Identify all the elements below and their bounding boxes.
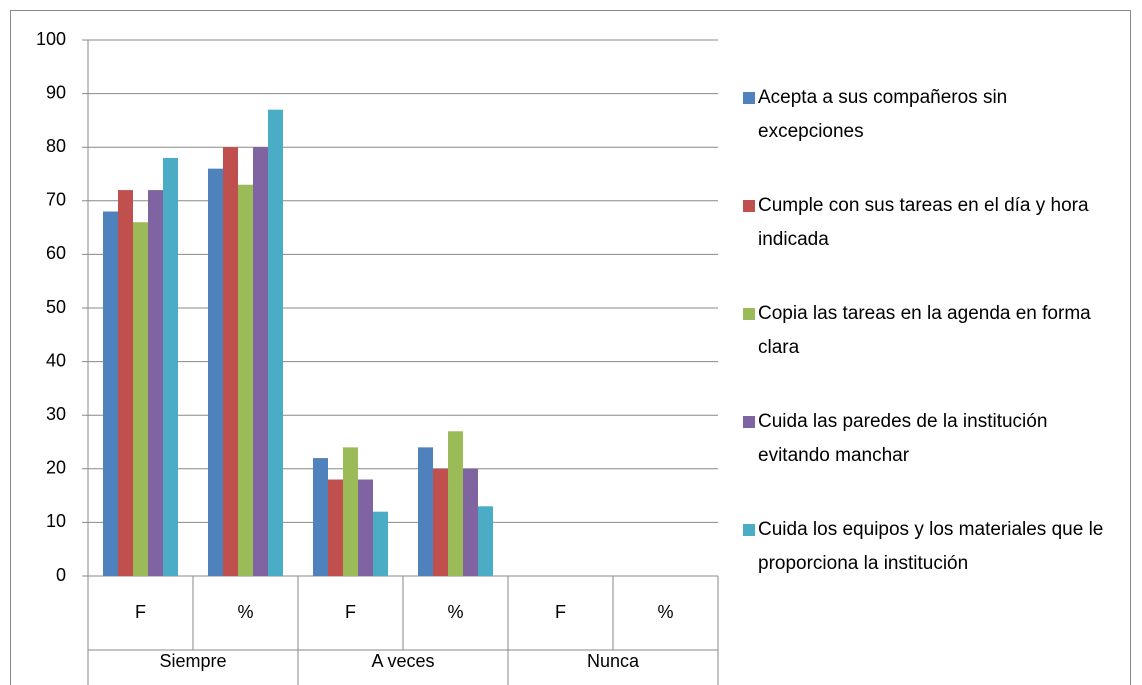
legend-swatch	[743, 200, 755, 212]
bar	[418, 447, 433, 576]
legend-swatch	[743, 92, 755, 104]
legend-label: Cuida las paredes de la institución evit…	[758, 411, 1048, 466]
x-tick-label: %	[237, 602, 253, 622]
legend-label: Copia las tareas en la agenda en forma c…	[758, 303, 1091, 358]
bar	[253, 147, 268, 576]
y-tick-label: 80	[46, 136, 66, 156]
legend-entry: Acepta a sus compañeros sin excepciones	[743, 81, 1118, 149]
legend-label: Cumple con sus tareas en el día y hora i…	[758, 195, 1089, 250]
legend-label: Acepta a sus compañeros sin excepciones	[758, 87, 1008, 142]
bar	[163, 157, 178, 577]
legend-label: Cuida los equipos y los materiales que l…	[758, 519, 1104, 574]
bar	[358, 479, 373, 576]
y-tick-label: 30	[46, 404, 66, 424]
x-tick-label: %	[657, 602, 673, 622]
y-tick-label: 50	[46, 297, 66, 317]
y-tick-label: 0	[56, 565, 66, 585]
bar	[313, 458, 328, 576]
group-label: Nunca	[587, 651, 640, 671]
bar	[328, 479, 343, 576]
legend-swatch	[743, 524, 755, 536]
y-tick-label: 10	[46, 511, 66, 531]
bar	[343, 447, 358, 576]
bar	[268, 109, 283, 577]
group-label: A veces	[371, 651, 434, 671]
bar	[463, 468, 478, 576]
legend-swatch	[743, 416, 755, 428]
legend-entry: Copia las tareas en la agenda en forma c…	[743, 297, 1118, 365]
group-label: Siempre	[159, 651, 226, 671]
y-tick-label: 90	[46, 82, 66, 102]
bar	[133, 222, 148, 577]
bar	[478, 506, 493, 576]
legend-entry: Cuida los equipos y los materiales que l…	[743, 513, 1118, 581]
y-tick-label: 20	[46, 458, 66, 478]
bar	[208, 168, 223, 576]
x-tick-label: %	[447, 602, 463, 622]
legend-entry: Cumple con sus tareas en el día y hora i…	[743, 189, 1118, 257]
x-tick-label: F	[555, 602, 566, 622]
bar	[148, 190, 163, 576]
bar	[118, 190, 133, 576]
bar	[448, 431, 463, 576]
y-tick-label: 60	[46, 243, 66, 263]
y-tick-label: 100	[36, 29, 66, 49]
bar	[223, 147, 238, 576]
x-tick-label: F	[135, 602, 146, 622]
bar	[238, 184, 253, 576]
bar	[373, 511, 388, 576]
chart-border	[10, 10, 1131, 685]
bar	[103, 211, 118, 576]
x-tick-label: F	[345, 602, 356, 622]
legend-swatch	[743, 308, 755, 320]
y-tick-label: 40	[46, 350, 66, 370]
bar	[433, 468, 448, 576]
y-tick-label: 70	[46, 190, 66, 210]
legend-entry: Cuida las paredes de la institución evit…	[743, 405, 1118, 473]
